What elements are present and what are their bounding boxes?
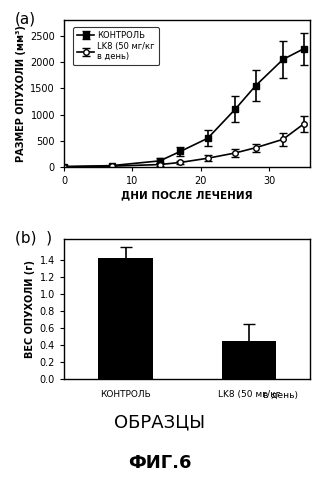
Text: КОНТРОЛЬ: КОНТРОЛЬ: [100, 390, 151, 400]
Bar: [99, 257, 153, 379]
Text: LK8 (50 мг/кг: LK8 (50 мг/кг: [218, 390, 280, 400]
Text: ФИГ.6: ФИГ.6: [128, 454, 192, 472]
Y-axis label: РАЗМЕР ОПУХОЛИ (мм³): РАЗМЕР ОПУХОЛИ (мм³): [16, 25, 26, 162]
Text: (a): (a): [15, 11, 36, 26]
X-axis label: ДНИ ПОСЛЕ ЛЕЧЕНИЯ: ДНИ ПОСЛЕ ЛЕЧЕНИЯ: [121, 191, 253, 201]
Text: в день): в день): [263, 390, 298, 400]
Text: ОБРАЗЦЫ: ОБРАЗЦЫ: [115, 414, 205, 432]
Y-axis label: ВЕС ОПУХОЛИ (г): ВЕС ОПУХОЛИ (г): [25, 260, 36, 358]
Text: (b)  ): (b) ): [15, 231, 52, 246]
Legend: КОНТРОЛЬ, LK8 (50 мг/кг
в день): КОНТРОЛЬ, LK8 (50 мг/кг в день): [73, 27, 159, 65]
Bar: [222, 341, 276, 379]
